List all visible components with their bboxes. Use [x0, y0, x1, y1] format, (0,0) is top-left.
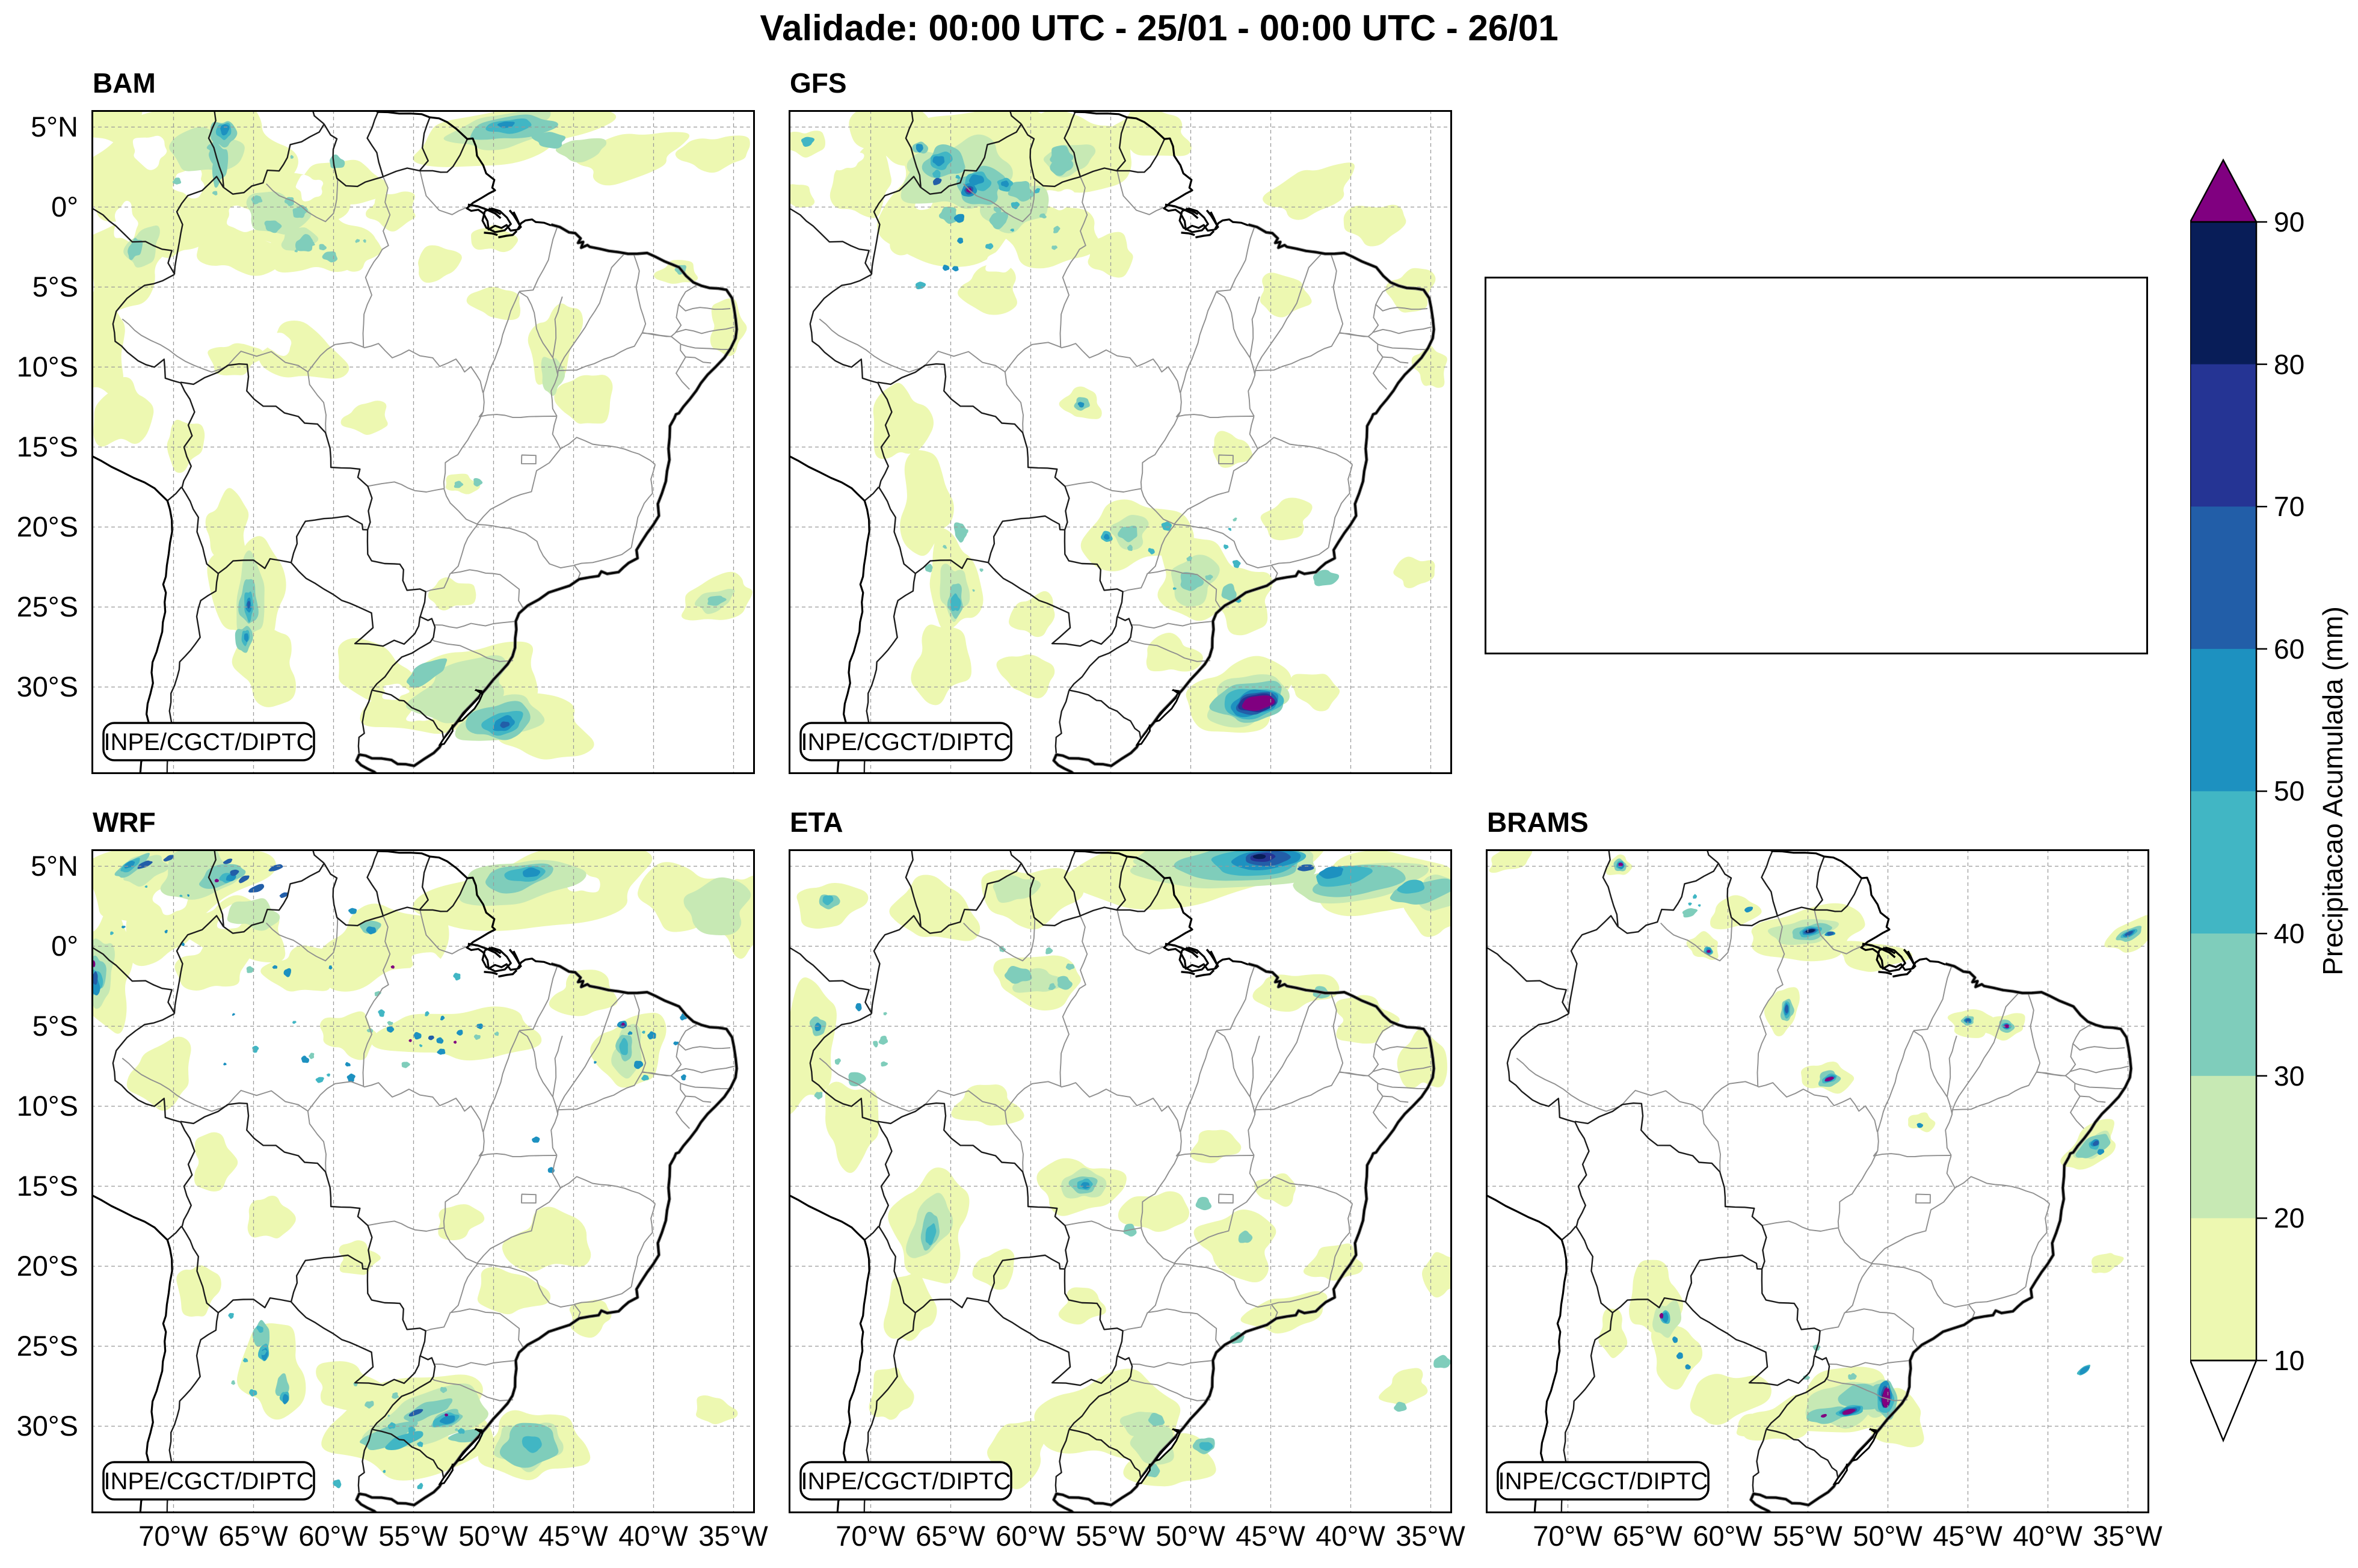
svg-text:INPE/CGCT/DIPTC: INPE/CGCT/DIPTC — [1498, 1468, 1708, 1495]
svg-text:INPE/CGCT/DIPTC: INPE/CGCT/DIPTC — [801, 1468, 1011, 1495]
svg-text:INPE/CGCT/DIPTC: INPE/CGCT/DIPTC — [104, 729, 314, 755]
svg-text:INPE/CGCT/DIPTC: INPE/CGCT/DIPTC — [801, 729, 1011, 755]
svg-text:INPE/CGCT/DIPTC: INPE/CGCT/DIPTC — [104, 1468, 314, 1495]
